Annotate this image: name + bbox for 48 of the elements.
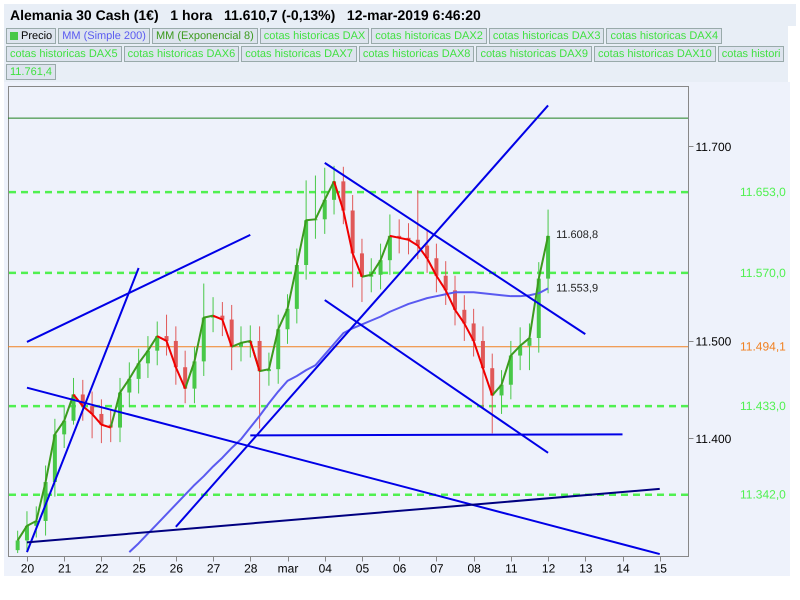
- x-tick-label: 12: [542, 562, 556, 576]
- candlestick: [146, 336, 150, 378]
- ref-line-label: 11.433,0: [740, 399, 786, 414]
- x-tick-label: 28: [244, 562, 258, 576]
- y-tick-label: 11.400: [696, 432, 732, 446]
- ref-line-label: 11.342,0: [740, 488, 786, 502]
- chart-title: Alemania 30 Cash (1€) 1 hora 11.610,7 (-0,13%) 12-mar-2019 6:46:20: [4, 4, 796, 26]
- text: cotas historicas DAX5: [6, 46, 122, 62]
- ref-line-label: 11.653,0: [740, 185, 786, 200]
- annotation: 11.553,9: [556, 282, 598, 294]
- line-series: [128, 287, 550, 554]
- text: MM (Simple 200): [58, 28, 150, 44]
- text: cotas historicas DAX3: [488, 28, 604, 44]
- text: cotas historicas DAX6: [124, 46, 240, 62]
- x-tick-label: 07: [430, 562, 444, 576]
- text: cotas historicas DAX9: [476, 46, 592, 62]
- text: cotas historicas DAX7: [241, 46, 357, 62]
- x-tick-label: 21: [58, 562, 72, 576]
- x-tick-label: 13: [579, 562, 593, 576]
- ref-line-label: 11.570,0: [740, 266, 786, 280]
- annotation: 11.608,8: [556, 229, 598, 242]
- legend-label: Precio: [6, 28, 56, 44]
- x-tick-label: 22: [95, 562, 109, 576]
- ref-line-label: 11.494,1: [740, 340, 786, 354]
- text: cotas historicas DAX10: [594, 46, 716, 62]
- x-tick-label: 14: [616, 562, 630, 576]
- x-tick-label: 20: [20, 562, 34, 576]
- y-tick-label: 11.700: [696, 140, 732, 154]
- x-tick-label: 08: [467, 562, 482, 576]
- text: 11.761,4: [6, 64, 56, 80]
- x-tick-label: 11: [505, 562, 518, 576]
- x-tick-label: 26: [170, 562, 184, 576]
- x-tick-label: mar: [278, 562, 298, 576]
- y-tick-label: 11.500: [696, 334, 732, 348]
- candlestick: [16, 530, 20, 554]
- x-tick-label: 27: [206, 562, 221, 576]
- x-tick-label: 25: [132, 562, 146, 576]
- text: cotas historicas DAX4: [606, 28, 722, 44]
- x-tick-label: 06: [393, 562, 407, 576]
- x-tick-label: 05: [356, 562, 370, 576]
- text: cotas historicas DAX: [260, 28, 370, 44]
- text: MM (Exponencial 8): [152, 28, 258, 44]
- x-tick-label: 04: [318, 562, 332, 576]
- candlestick: [434, 243, 438, 293]
- text: cotas historicas DAX2: [371, 28, 487, 44]
- text: cotas histori: [718, 46, 784, 62]
- text: cotas historicas DAX8: [358, 46, 474, 62]
- x-tick-label: 15: [654, 562, 668, 576]
